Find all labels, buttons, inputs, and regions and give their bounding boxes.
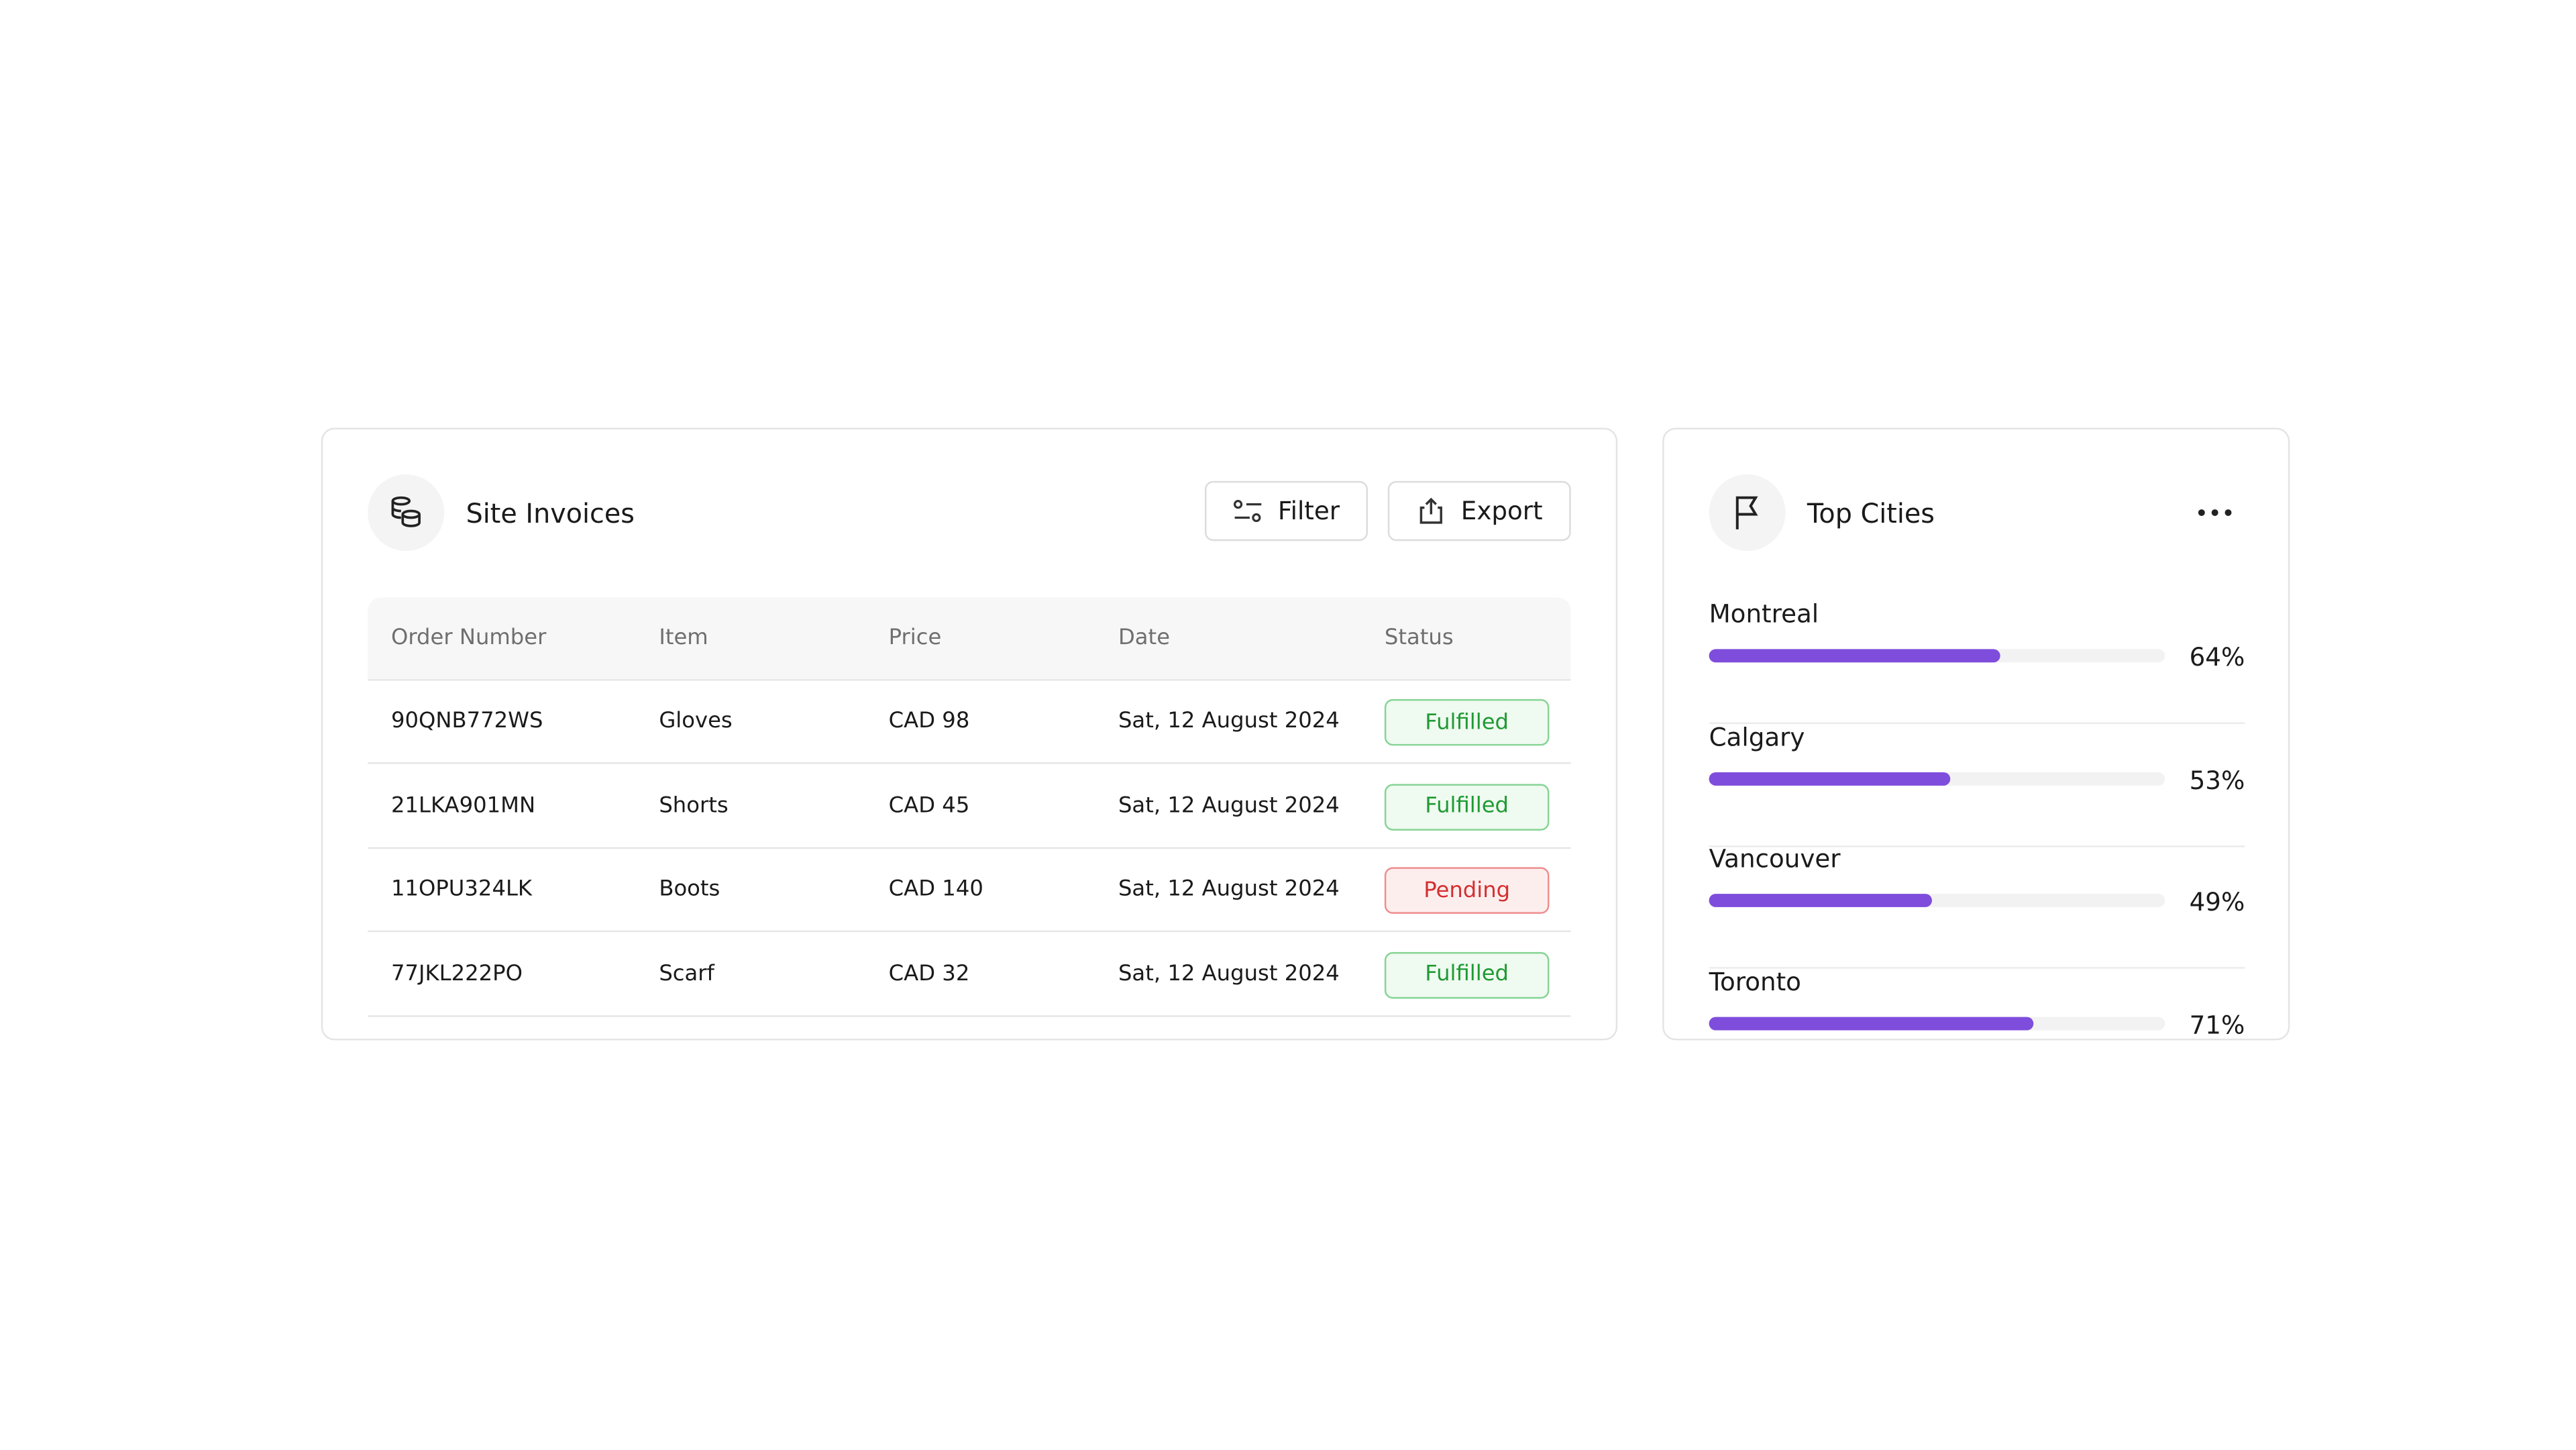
table-cell: Sat, 12 August 2024: [1118, 709, 1340, 734]
city-item: Vancouver 49%: [1709, 845, 2245, 970]
filter-label: Filter: [1277, 496, 1340, 526]
table-cell: 77JKL222PO: [390, 961, 523, 986]
table-cell: CAD 140: [888, 877, 983, 902]
table-cell: Boots: [659, 877, 720, 902]
column-header: Order Number: [390, 625, 547, 651]
filter-button[interactable]: Filter: [1204, 480, 1368, 541]
table-cell: Scarf: [659, 961, 714, 986]
city-percent: 49%: [2189, 888, 2245, 918]
city-percent: 53%: [2189, 765, 2245, 795]
column-header: Status: [1384, 625, 1454, 651]
city-percent: 71%: [2189, 1010, 2245, 1041]
more-button[interactable]: [2196, 508, 2233, 518]
table-row: 77JKL222PO Scarf CAD 32 Sat, 12 August 2024…: [368, 933, 1571, 1017]
table-row: 90QNB772WS Gloves CAD 98 Sat, 12 August 202…: [368, 681, 1571, 764]
table-cell: 90QNB772WS: [390, 709, 543, 734]
city-item: Toronto 71%: [1709, 967, 2245, 1041]
city-percent: 64%: [2189, 642, 2245, 673]
bar: [1709, 649, 2001, 663]
table-cell: Sat, 12 August 2024: [1118, 877, 1340, 902]
column-header: Date: [1118, 625, 1171, 651]
export-button[interactable]: Export: [1387, 480, 1571, 541]
table-cell: Sat, 12 August 2024: [1118, 961, 1340, 986]
table-cell: Sat, 12 August 2024: [1118, 793, 1340, 819]
status-badge: Fulfilled: [1384, 951, 1550, 998]
table-header: Order Number Item Price Date Status: [368, 597, 1571, 681]
table-cell: Gloves: [659, 709, 733, 734]
table-cell: CAD 98: [888, 709, 970, 734]
table-cell: 11OPU324LK: [390, 877, 533, 902]
bar: [1709, 772, 1951, 786]
bar: [1709, 894, 1933, 908]
city-item: Montreal 64%: [1709, 599, 2245, 725]
table-cell: Shorts: [659, 793, 729, 819]
column-header: Item: [659, 625, 708, 651]
table-cell: CAD 32: [888, 961, 970, 986]
cities-icon: [1709, 474, 1786, 552]
city-item: Calgary 53%: [1709, 722, 2245, 847]
fade: [323, 998, 1616, 1039]
column-header: Price: [888, 625, 942, 651]
city-name: Calgary: [1709, 721, 1805, 752]
status-badge: Fulfilled: [1384, 783, 1550, 830]
table-cell: CAD 45: [888, 793, 970, 819]
city-name: Toronto: [1709, 967, 1801, 998]
city-name: Montreal: [1709, 599, 1819, 629]
table-cell: 21LKA901MN: [390, 793, 536, 819]
invoices-card: Site Invoices Filter Export Order Number…: [321, 427, 1618, 1041]
city-name: Vancouver: [1709, 844, 1841, 875]
invoice-icon: [368, 474, 445, 552]
cities-card: Top Cities Montreal 64% Calgary 53% Vancouve…: [1662, 427, 2290, 1041]
cities-title: Top Cities: [1807, 497, 1935, 529]
bar: [1709, 1017, 2033, 1031]
table-row: 21LKA901MN Shorts CAD 45 Sat, 12 August 202…: [368, 765, 1571, 848]
table-row: 11OPU324LK Boots CAD 140 Sat, 12 August 202…: [368, 849, 1571, 933]
status-badge: Pending: [1384, 867, 1550, 914]
invoices-title: Site Invoices: [466, 497, 635, 529]
status-badge: Fulfilled: [1384, 698, 1550, 746]
export-label: Export: [1460, 496, 1543, 526]
